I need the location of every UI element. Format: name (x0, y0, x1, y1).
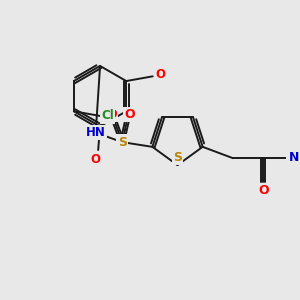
Text: O: O (90, 153, 100, 166)
Text: O: O (124, 108, 135, 121)
Text: O: O (106, 108, 117, 121)
Text: HN: HN (86, 126, 106, 139)
Text: O: O (259, 184, 269, 197)
Text: N: N (289, 151, 299, 164)
Text: Cl: Cl (101, 110, 114, 122)
Text: O: O (155, 68, 165, 81)
Text: S: S (173, 151, 182, 164)
Text: S: S (118, 136, 127, 148)
